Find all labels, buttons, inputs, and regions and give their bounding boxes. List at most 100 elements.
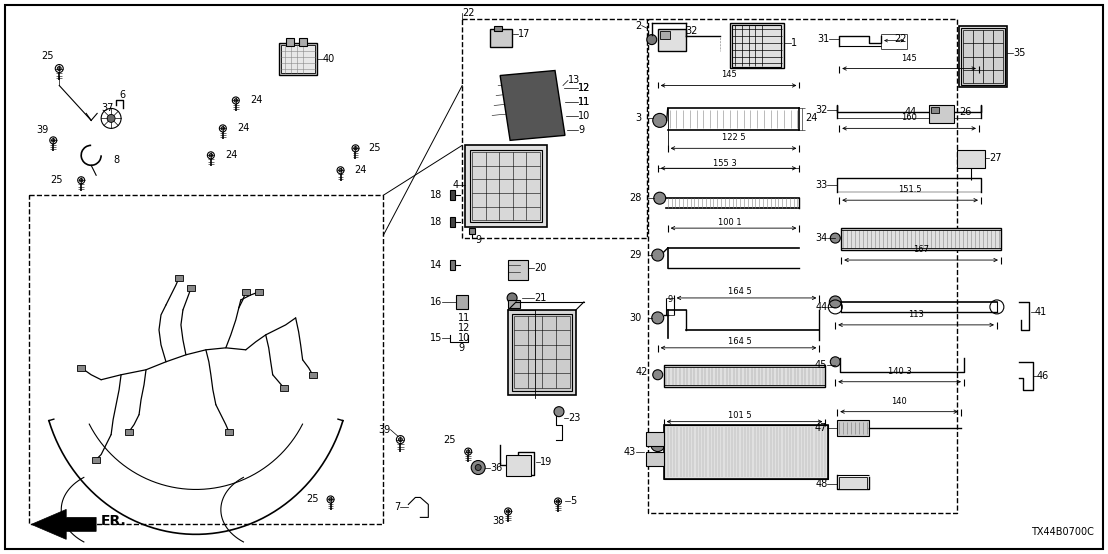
Circle shape xyxy=(339,168,342,172)
Bar xyxy=(931,107,940,114)
Text: 20: 20 xyxy=(534,263,546,273)
Text: 21: 21 xyxy=(534,293,546,303)
Text: 17: 17 xyxy=(519,29,531,39)
Text: 4: 4 xyxy=(452,180,459,190)
Text: 38: 38 xyxy=(492,516,504,526)
Bar xyxy=(659,30,669,39)
Text: 11: 11 xyxy=(578,98,591,107)
Polygon shape xyxy=(31,510,96,540)
Text: 151.5: 151.5 xyxy=(899,185,922,194)
Circle shape xyxy=(653,114,667,127)
Bar xyxy=(658,29,686,50)
Text: 13: 13 xyxy=(568,75,581,85)
Circle shape xyxy=(222,127,225,130)
Text: 35: 35 xyxy=(1013,48,1025,58)
Text: 45: 45 xyxy=(815,360,828,370)
Text: 167: 167 xyxy=(913,245,930,254)
Text: 47: 47 xyxy=(815,423,828,433)
Bar xyxy=(509,300,520,308)
Text: 24: 24 xyxy=(355,165,367,175)
Text: 23: 23 xyxy=(568,413,581,423)
Text: 12: 12 xyxy=(459,323,471,333)
Text: 9: 9 xyxy=(578,125,584,135)
Circle shape xyxy=(830,357,840,367)
Text: 100 1: 100 1 xyxy=(718,218,741,227)
Text: 26: 26 xyxy=(960,107,972,117)
Text: 25: 25 xyxy=(306,494,319,505)
Text: 164 5: 164 5 xyxy=(728,288,751,296)
Text: 28: 28 xyxy=(629,193,642,203)
Text: TX44B0700C: TX44B0700C xyxy=(1030,527,1094,537)
Text: 27: 27 xyxy=(989,153,1002,163)
Bar xyxy=(280,44,315,73)
Text: 2: 2 xyxy=(636,20,642,30)
Bar xyxy=(506,454,531,476)
Bar xyxy=(255,289,263,295)
Bar xyxy=(961,28,1005,85)
Bar xyxy=(664,365,825,387)
Text: 18: 18 xyxy=(430,217,442,227)
Circle shape xyxy=(353,147,357,150)
Text: 39: 39 xyxy=(378,424,390,435)
Text: 42: 42 xyxy=(635,367,648,377)
Bar xyxy=(729,23,784,68)
Circle shape xyxy=(58,66,61,70)
Circle shape xyxy=(329,497,332,501)
Text: 30: 30 xyxy=(629,313,642,323)
Text: 140: 140 xyxy=(891,397,907,406)
Bar xyxy=(456,295,469,309)
Text: 9: 9 xyxy=(667,295,673,305)
Text: 1: 1 xyxy=(791,38,798,48)
Text: 145: 145 xyxy=(901,54,917,63)
Text: 41: 41 xyxy=(1035,307,1047,317)
Text: 12: 12 xyxy=(578,84,591,94)
Bar xyxy=(509,260,529,280)
Text: 145: 145 xyxy=(720,70,737,79)
Circle shape xyxy=(80,178,83,182)
Bar xyxy=(286,38,294,45)
Text: 34: 34 xyxy=(815,233,828,243)
Text: 24: 24 xyxy=(806,114,818,124)
Circle shape xyxy=(650,438,665,452)
Bar xyxy=(960,25,1007,88)
Text: 36: 36 xyxy=(490,463,502,473)
Circle shape xyxy=(209,153,213,157)
Bar xyxy=(175,275,183,281)
Bar xyxy=(450,260,455,270)
Text: 10: 10 xyxy=(459,333,471,343)
Bar xyxy=(470,150,542,222)
Bar xyxy=(957,150,985,168)
Bar xyxy=(92,456,100,463)
Text: 11: 11 xyxy=(578,98,591,107)
Bar xyxy=(929,105,954,124)
Text: 40: 40 xyxy=(322,54,335,64)
Circle shape xyxy=(107,115,115,122)
Text: 25: 25 xyxy=(41,50,54,60)
Text: 3: 3 xyxy=(636,114,642,124)
Circle shape xyxy=(554,407,564,417)
Text: 9: 9 xyxy=(475,235,481,245)
Bar xyxy=(125,429,133,434)
Circle shape xyxy=(506,510,510,513)
Bar xyxy=(841,228,1001,250)
Text: 19: 19 xyxy=(540,456,552,466)
Text: 31: 31 xyxy=(817,34,829,44)
Bar xyxy=(494,25,502,30)
Bar xyxy=(225,429,233,434)
Circle shape xyxy=(829,296,841,308)
Text: 15: 15 xyxy=(430,333,442,343)
Circle shape xyxy=(556,500,560,503)
Text: 32: 32 xyxy=(815,105,828,115)
Bar xyxy=(838,419,869,435)
Text: 10: 10 xyxy=(578,111,591,121)
Bar xyxy=(731,24,781,66)
Bar xyxy=(78,365,85,371)
Text: 155 3: 155 3 xyxy=(712,159,737,168)
Bar xyxy=(450,217,455,227)
Text: 39: 39 xyxy=(37,125,49,135)
Bar xyxy=(29,195,383,525)
Bar xyxy=(279,43,317,74)
Text: 24: 24 xyxy=(237,124,249,134)
Text: 16: 16 xyxy=(430,297,442,307)
Bar xyxy=(839,478,868,490)
